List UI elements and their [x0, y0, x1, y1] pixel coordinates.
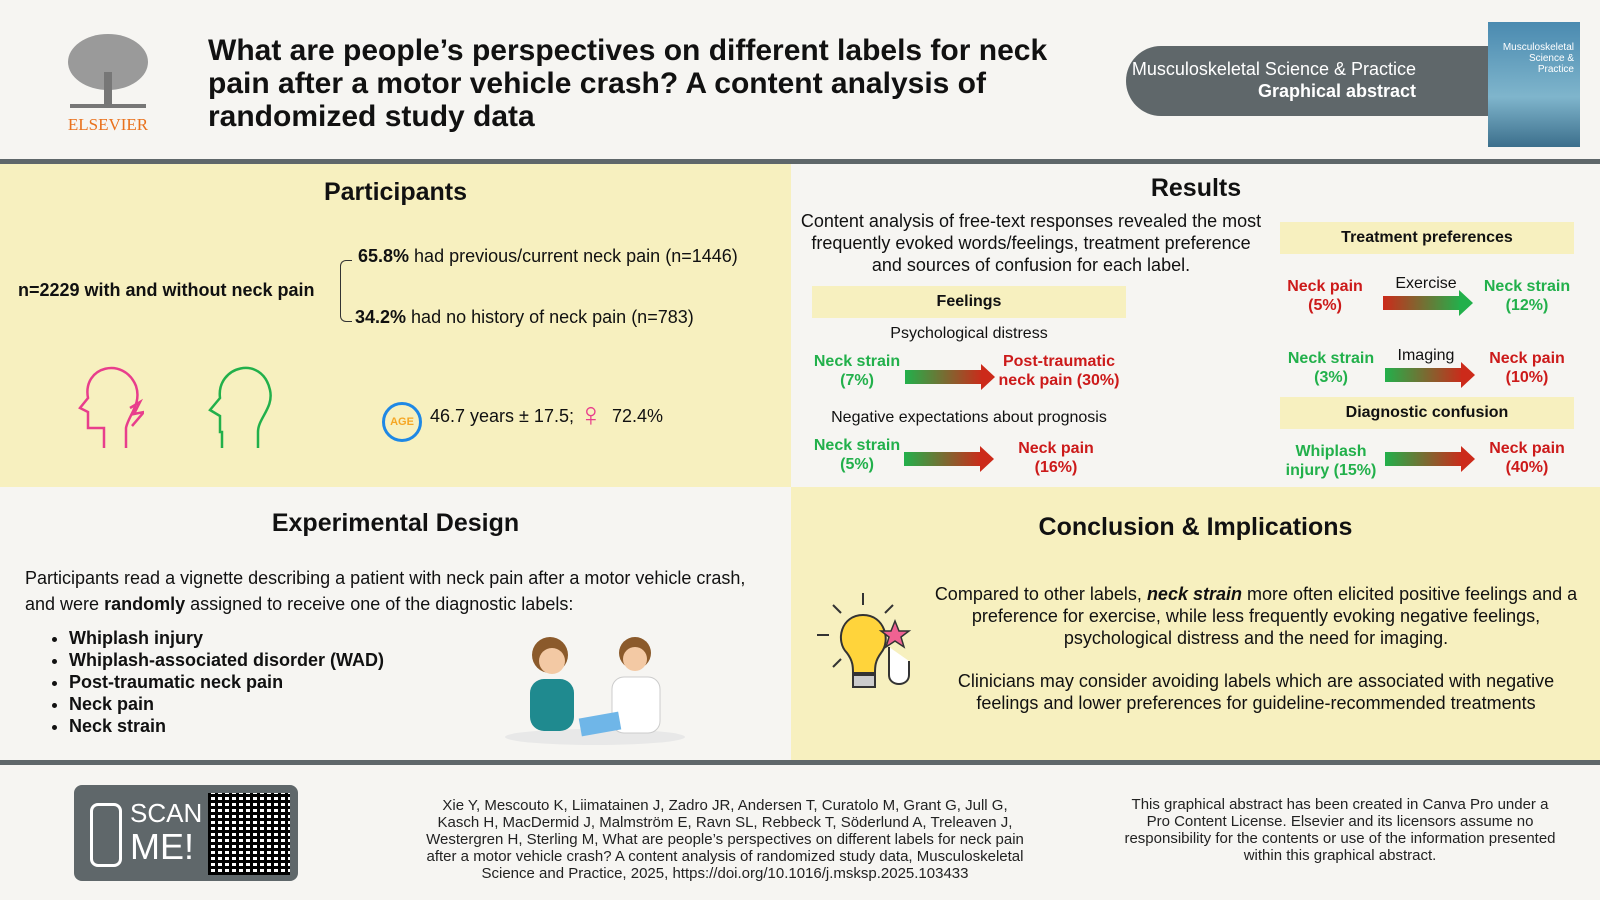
journal-cover: Musculoskeletal Science & Practice: [1488, 22, 1580, 147]
conclusion-heading: Conclusion & Implications: [1038, 513, 1353, 541]
results-intro: Content analysis of free-text responses …: [800, 211, 1262, 275]
confusion-from: Whiplash injury (15%): [1285, 443, 1377, 479]
label-item: Neck pain: [69, 693, 384, 715]
label-item: Neck strain: [69, 715, 384, 737]
journal-name: Musculoskeletal Science & Practice: [1131, 59, 1416, 79]
participants-panel: Participants n=2229 with and without nec…: [0, 164, 791, 487]
age-icon: AGE: [382, 402, 422, 442]
conclusion-p2: Clinicians may consider avoiding labels …: [957, 671, 1555, 713]
feelings-heading: Feelings: [812, 286, 1126, 318]
phone-icon: [90, 803, 122, 867]
label-item: Whiplash-associated disorder (WAD): [69, 649, 384, 671]
arrow-icon: [1383, 290, 1473, 316]
treatment-a-from: Neck pain (5%): [1287, 278, 1363, 314]
results-heading: Results: [1150, 174, 1242, 202]
feelings-b-to: Neck pain (16%): [1018, 440, 1094, 476]
female-icon: ♀: [578, 396, 604, 434]
neck-pain-history: 65.8% had previous/current neck pain (n=…: [358, 246, 738, 266]
head-icon: [208, 366, 272, 448]
total-participants: n=2229 with and without neck pain: [18, 280, 315, 300]
mean-age: 46.7 years ± 17.5;: [430, 406, 574, 426]
citation: Xie Y, Mescouto K, Liimatainen J, Zadro …: [426, 797, 1024, 882]
label-item: Post-traumatic neck pain: [69, 671, 384, 693]
design-heading: Experimental Design: [271, 509, 520, 537]
confusion-to: Neck pain (40%): [1489, 440, 1565, 476]
female-percentage: 72.4%: [612, 406, 664, 426]
scan-me-qr-button[interactable]: SCAN ME!: [74, 785, 298, 881]
divider: [0, 760, 1600, 765]
results-panel: Results Content analysis of free-text re…: [791, 164, 1600, 487]
tree-icon: [68, 34, 148, 108]
arrow-icon: [1385, 446, 1475, 472]
arrow-icon: [905, 364, 995, 390]
abstract-type: Graphical abstract: [1257, 81, 1416, 101]
qr-code-icon: [208, 793, 290, 875]
cover-title: Musculoskeletal Science & Practice: [1502, 42, 1574, 75]
head-pain-icon: [78, 366, 144, 448]
scan-label: SCAN: [130, 798, 203, 828]
conclusion-panel: Conclusion & Implications Compared to ot…: [791, 487, 1600, 760]
treatment-b-from: Neck strain (3%): [1287, 350, 1375, 386]
confusion-heading: Diagnostic confusion: [1280, 397, 1574, 429]
treatment-b-label: Imaging: [1397, 347, 1455, 364]
arrow-icon: [1385, 362, 1475, 388]
journal-banner: Musculoskeletal Science & Practice Graph…: [1126, 46, 1546, 116]
treatment-a-label: Exercise: [1395, 275, 1457, 292]
participants-heading: Participants: [323, 178, 468, 206]
treatment-a-to: Neck strain (12%): [1483, 278, 1571, 314]
conclusion-p1: Compared to other labels, neck strain mo…: [934, 584, 1578, 648]
design-panel: Experimental Design Participants read a …: [0, 487, 791, 760]
feelings-a-to: Post-traumatic neck pain (30%): [998, 353, 1120, 389]
publisher-name: ELSEVIER: [67, 115, 149, 134]
feelings-sub-1: Psychological distress: [890, 325, 1048, 342]
feelings-sub-2: Negative expectations about prognosis: [831, 409, 1107, 426]
no-history: 34.2% had no history of neck pain (n=783…: [355, 307, 694, 327]
elsevier-logo: ELSEVIER: [58, 32, 158, 137]
label-item: Whiplash injury: [69, 627, 384, 649]
page-title: What are people’s perspectives on differ…: [208, 34, 1048, 133]
treatment-b-to: Neck pain (10%): [1489, 350, 1565, 386]
bracket: [340, 260, 352, 322]
lightbulb-icon: [817, 593, 912, 688]
arrow-icon: [904, 446, 994, 472]
me-label: ME!: [130, 826, 195, 867]
label-list: Whiplash injury Whiplash-associated diso…: [25, 627, 384, 737]
divider: [0, 159, 1600, 164]
feelings-b-from: Neck strain (5%): [813, 437, 901, 473]
patient-doctor-illustration: [505, 637, 685, 745]
design-text: Participants read a vignette describing …: [25, 568, 746, 614]
treatment-heading: Treatment preferences: [1280, 222, 1574, 254]
disclaimer: This graphical abstract has been created…: [1124, 796, 1556, 864]
feelings-a-from: Neck strain (7%): [813, 353, 901, 389]
